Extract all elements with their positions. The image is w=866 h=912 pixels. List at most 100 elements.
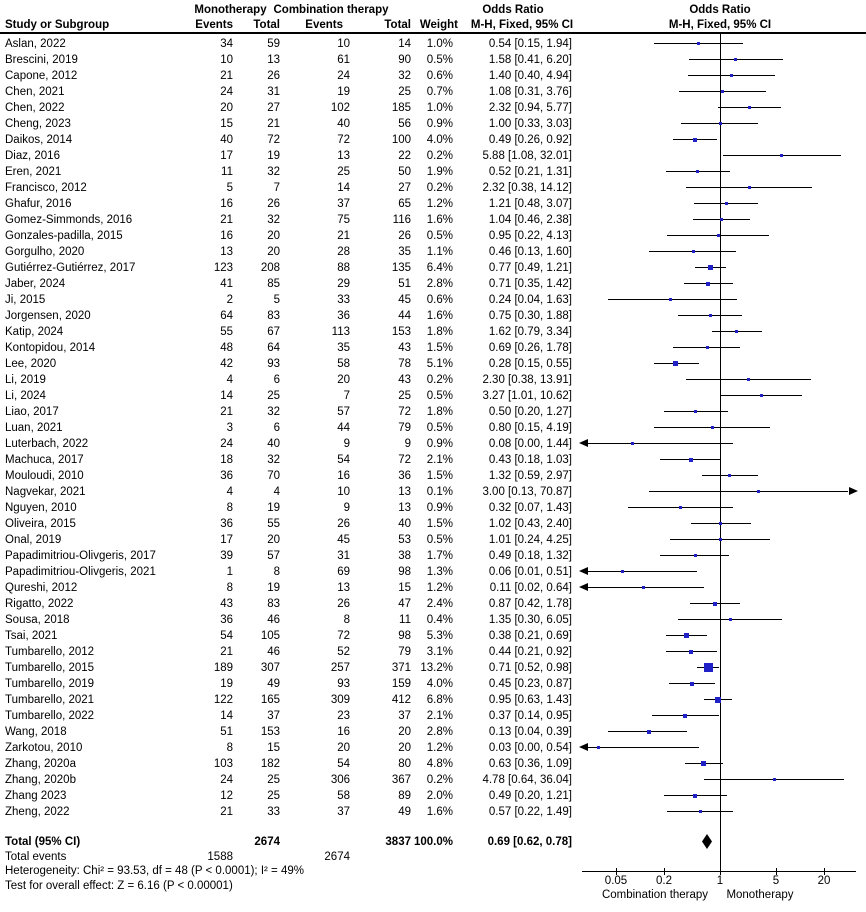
weight-value: 1.0% (426, 102, 453, 114)
null-effect-line (720, 33, 721, 871)
combo-events: 88 (337, 262, 350, 274)
study-row: Gorgulho, 2020 13 20 28 35 1.1% 0.46 [0.13, 1.… (0, 244, 866, 260)
combo-total: 32 (398, 70, 411, 82)
combo-total: 185 (391, 102, 411, 114)
or-ci-text: 1.00 [0.33, 3.03] (488, 118, 572, 130)
or-marker (730, 74, 733, 77)
study-name: Chen, 2022 (5, 102, 65, 114)
study-name: Sousa, 2018 (5, 614, 70, 626)
total-row: Total (95% CI) 2674 3837 100.0% 0.69 [0.62, … (0, 834, 866, 850)
or-ci-text: 0.46 [0.13, 1.60] (488, 246, 572, 258)
mono-events: 1 (226, 566, 233, 578)
mono-events-header: Events (195, 19, 233, 31)
study-name: Ji, 2015 (5, 294, 46, 306)
or-marker (697, 42, 700, 45)
study-name: Diaz, 2016 (5, 150, 60, 162)
study-name: Qureshi, 2012 (5, 582, 78, 594)
or-ci-text: 0.38 [0.21, 0.69] (488, 630, 572, 642)
ci-arrow-right (849, 487, 858, 495)
weight-value: 5.1% (426, 358, 453, 370)
or-marker (694, 410, 697, 413)
total-events-mono: 1588 (207, 851, 233, 863)
study-name: Gorgulho, 2020 (5, 246, 85, 258)
combo-events: 37 (337, 806, 350, 818)
or-ci-text: 1.04 [0.46, 2.38] (488, 214, 572, 226)
weight-value: 1.6% (426, 214, 453, 226)
combo-total: 40 (398, 518, 411, 530)
or-marker (729, 618, 732, 621)
or-ci-text: 1.32 [0.59, 2.97] (488, 470, 572, 482)
or-marker (647, 730, 651, 734)
odds-ratio-text-col-title: Odds Ratio (482, 4, 544, 16)
combo-total: 25 (398, 86, 411, 98)
study-row: Ghafur, 2016 16 26 37 65 1.2% 1.21 [0.48, 3.07… (0, 196, 866, 212)
or-ci-text: 1.02 [0.43, 2.40] (488, 518, 572, 530)
combo-total: 53 (398, 534, 411, 546)
combo-total: 79 (398, 422, 411, 434)
or-marker (760, 394, 763, 397)
combo-events: 113 (331, 326, 350, 338)
axis-tick (616, 868, 617, 875)
or-ci-text: 1.35 [0.30, 6.05] (488, 614, 572, 626)
or-marker (713, 602, 717, 606)
study-row: Ji, 2015 2 5 33 45 0.6% 0.24 [0.04, 1.63] (0, 292, 866, 308)
mono-events: 43 (220, 598, 233, 610)
or-marker (683, 714, 687, 718)
mono-total: 64 (267, 342, 280, 354)
study-row: Li, 2019 4 6 20 43 0.2% 2.30 [0.38, 13.91] (0, 372, 866, 388)
total-events-combo: 2674 (324, 851, 350, 863)
or-marker (621, 570, 624, 573)
combo-total: 50 (398, 166, 411, 178)
weight-value: 3.1% (426, 646, 453, 658)
combo-total: 153 (391, 326, 411, 338)
study-row: Sousa, 2018 36 46 8 11 0.4% 1.35 [0.30, 6.05] (0, 612, 866, 628)
study-name: Tumbarello, 2012 (5, 646, 95, 658)
combo-total: 9 (404, 438, 411, 450)
or-marker (684, 633, 689, 638)
combo-total: 36 (398, 470, 411, 482)
mono-total: 25 (267, 390, 280, 402)
mono-total: 83 (267, 310, 280, 322)
mono-events: 10 (220, 54, 233, 66)
study-name: Liao, 2017 (5, 406, 59, 418)
combo-events: 58 (337, 358, 350, 370)
weight-value: 0.9% (426, 438, 453, 450)
combo-events: 20 (337, 742, 350, 754)
ci-arrow-left (579, 567, 588, 575)
study-name: Tsai, 2021 (5, 630, 58, 642)
mono-total: 93 (267, 358, 280, 370)
or-marker (706, 282, 710, 286)
weight-value: 0.5% (426, 390, 453, 402)
mono-events: 24 (220, 774, 233, 786)
weight-value: 1.5% (426, 342, 453, 354)
mono-total: 32 (267, 454, 280, 466)
combo-total: 90 (398, 54, 411, 66)
study-row: Machuca, 2017 18 32 54 72 2.1% 0.43 [0.18, 1.0… (0, 452, 866, 468)
mono-total: 32 (267, 214, 280, 226)
combo-total: 13 (398, 502, 411, 514)
combo-events-header: Events (305, 19, 343, 31)
weight-value: 0.2% (426, 150, 453, 162)
combo-events: 37 (337, 198, 350, 210)
combo-total: 116 (392, 214, 411, 226)
or-ci-text: 0.08 [0.00, 1.44] (488, 438, 572, 450)
study-row: Zhang 2023 12 25 58 89 2.0% 0.49 [0.20, 1.21] (0, 788, 866, 804)
or-marker (642, 586, 645, 589)
mono-total: 25 (267, 774, 280, 786)
mono-total: 182 (260, 758, 280, 770)
study-row: Li, 2024 14 25 7 25 0.5% 3.27 [1.01, 10.62] (0, 388, 866, 404)
weight-value: 4.0% (426, 678, 453, 690)
or-marker (693, 794, 697, 798)
mono-events: 42 (220, 358, 233, 370)
combo-events: 29 (337, 278, 350, 290)
combo-total: 13 (398, 486, 411, 498)
combo-events: 9 (343, 438, 350, 450)
or-ci-text: 0.24 [0.04, 1.63] (488, 294, 572, 306)
combo-total: 98 (398, 630, 411, 642)
or-ci-text: 0.75 [0.30, 1.88] (488, 310, 572, 322)
mono-total: 46 (267, 646, 280, 658)
combo-events: 72 (337, 630, 350, 642)
combo-events: 309 (330, 694, 350, 706)
combo-total: 45 (398, 294, 411, 306)
axis-tick (720, 868, 721, 875)
